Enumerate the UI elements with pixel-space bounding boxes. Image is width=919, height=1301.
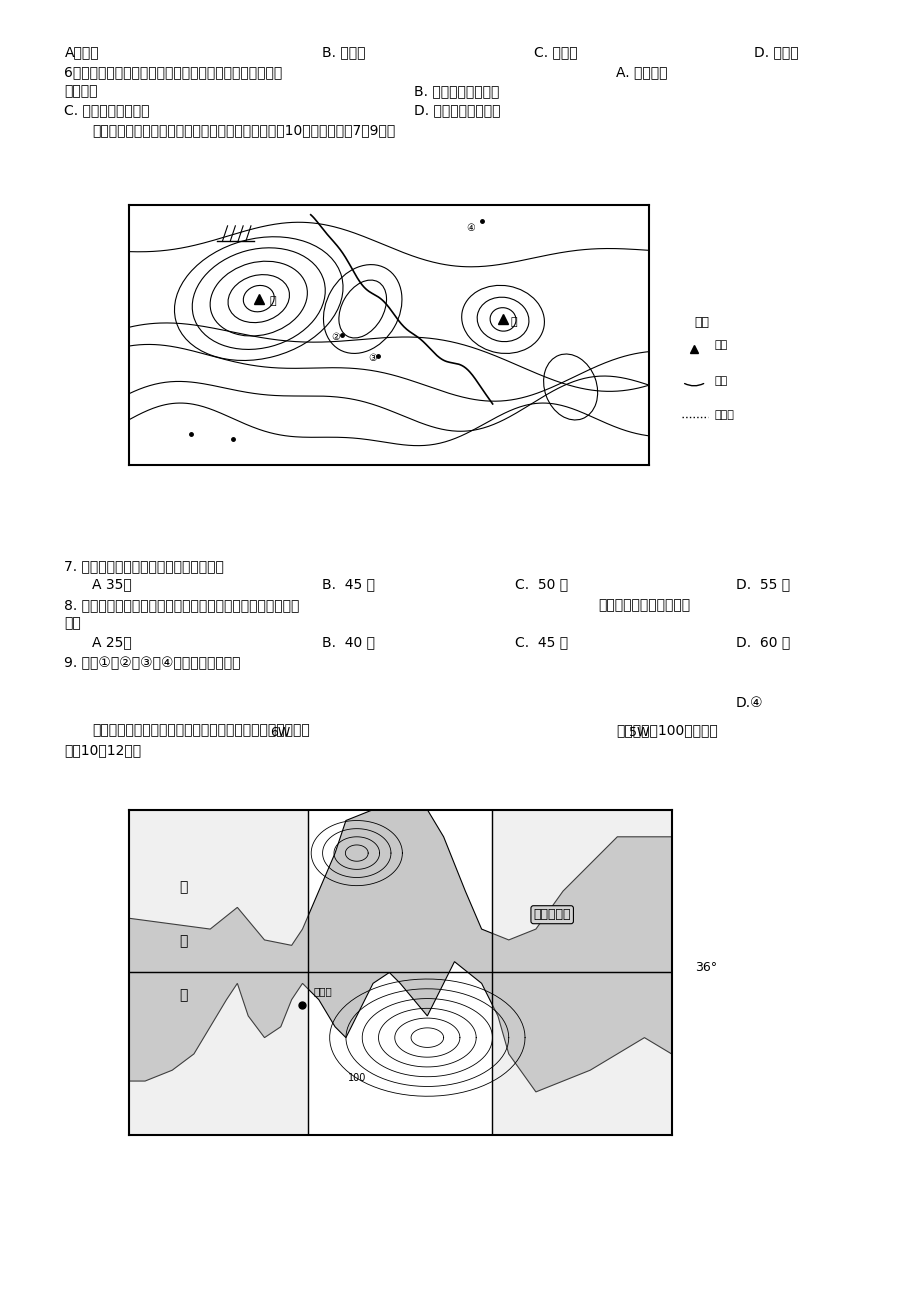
Text: B. 东北风: B. 东北风 — [322, 46, 365, 60]
Text: B. 先向西南后向西北: B. 先向西南后向西北 — [414, 85, 499, 99]
Text: C.  45 米: C. 45 米 — [515, 635, 568, 649]
Text: 6．按最短飞行线路飞行，飞机从丙地到丁地的飞行方向是: 6．按最短飞行线路飞行，飞机从丙地到丁地的飞行方向是 — [64, 65, 282, 79]
Text: 大: 大 — [178, 879, 187, 894]
Text: 5W: 5W — [629, 726, 649, 739]
Polygon shape — [129, 961, 671, 1136]
Text: 运动员准备的绳长最适宜: 运动员准备的绳长最适宜 — [597, 598, 689, 613]
Text: 甲: 甲 — [269, 295, 276, 306]
Text: 图例: 图例 — [694, 316, 709, 329]
Text: 等高线: 等高线 — [714, 410, 733, 420]
Text: 山峰: 山峰 — [714, 340, 727, 350]
Text: C.  50 米: C. 50 米 — [515, 578, 568, 592]
Text: C. 先向东南后向东北: C. 先向东南后向东北 — [64, 103, 150, 117]
Text: 后向东南: 后向东南 — [64, 85, 97, 99]
Text: A 25米: A 25米 — [92, 635, 131, 649]
Text: A东南风: A东南风 — [64, 46, 99, 60]
FancyBboxPatch shape — [129, 973, 308, 1136]
Text: A 35米: A 35米 — [92, 578, 131, 592]
Text: ，等高距为100米。据此: ，等高距为100米。据此 — [616, 723, 718, 738]
Text: D. 先向西北后向西南: D. 先向西北后向西南 — [414, 103, 500, 117]
Text: 地　中　海: 地 中 海 — [533, 908, 571, 921]
Text: D.  60 米: D. 60 米 — [735, 635, 789, 649]
Text: 丹吉尔: 丹吉尔 — [313, 986, 332, 997]
Text: 36°: 36° — [694, 961, 716, 974]
Text: 的是: 的是 — [64, 617, 81, 631]
Text: B.  45 米: B. 45 米 — [322, 578, 375, 592]
Text: ④: ④ — [466, 222, 475, 233]
Text: 河流: 河流 — [714, 376, 727, 386]
Text: 完成10～12题。: 完成10～12题。 — [64, 743, 142, 757]
Text: 8. 某极限运动俱乐部在甲处附近从崖顶到崖底开展绳降比赛，: 8. 某极限运动俱乐部在甲处附近从崖顶到崖底开展绳降比赛， — [64, 598, 300, 613]
Polygon shape — [129, 809, 671, 946]
Text: 西: 西 — [178, 934, 187, 948]
Text: 洋: 洋 — [178, 989, 187, 1003]
Text: D.  55 米: D. 55 米 — [735, 578, 789, 592]
Text: 9. 图中①、②、③、④河段中流速最快的: 9. 图中①、②、③、④河段中流速最快的 — [64, 656, 241, 670]
Text: B.  40 米: B. 40 米 — [322, 635, 375, 649]
Text: 6W: 6W — [270, 726, 290, 739]
Text: ②: ② — [331, 332, 340, 342]
Text: D.④: D.④ — [735, 696, 763, 710]
Text: ③: ③ — [368, 353, 376, 363]
Text: A. 先向东北: A. 先向东北 — [616, 65, 667, 79]
Text: 乙: 乙 — [510, 316, 516, 327]
Text: D. 偏北风: D. 偏北风 — [754, 46, 799, 60]
Text: C. 西南风: C. 西南风 — [533, 46, 576, 60]
Text: 7. 甲山峰和乙山峰的最大相对高度可能是: 7. 甲山峰和乙山峰的最大相对高度可能是 — [64, 559, 224, 574]
FancyBboxPatch shape — [492, 809, 671, 973]
Text: 下图为世界某海峡示　意图，灰色表示海洋，白色表示陆地: 下图为世界某海峡示 意图，灰色表示海洋，白色表示陆地 — [92, 723, 310, 738]
FancyBboxPatch shape — [129, 809, 308, 973]
Text: 100: 100 — [347, 1073, 366, 1082]
FancyBboxPatch shape — [492, 973, 671, 1136]
Text: 下图为某地等高线示　意图（单位：米），等高距为10米，据此完成7～9题。: 下图为某地等高线示 意图（单位：米），等高距为10米，据此完成7～9题。 — [92, 124, 395, 138]
